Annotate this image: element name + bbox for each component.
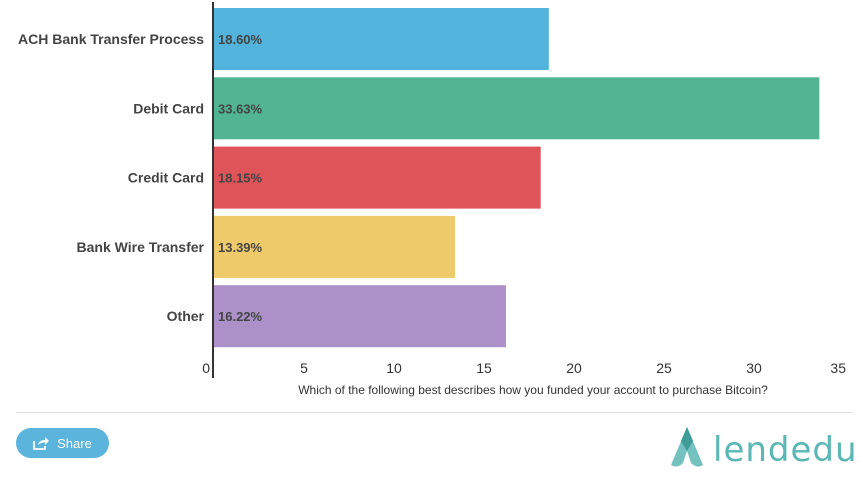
bar-4 (214, 285, 506, 348)
data-label: 13.39% (218, 240, 263, 255)
x-tick-label: 5 (300, 360, 308, 376)
category-label: Debit Card (133, 100, 204, 116)
category-label: ACH Bank Transfer Process (18, 31, 204, 47)
data-label: 18.15% (218, 171, 263, 186)
bar-3 (214, 215, 456, 278)
x-tick-label: 0 (202, 360, 210, 376)
category-label: Credit Card (128, 170, 204, 186)
logo-text: lendedu (713, 430, 858, 470)
share-label: Share (57, 435, 92, 451)
bar-0 (214, 8, 549, 70)
category-label: Bank Wire Transfer (77, 239, 205, 255)
lendedu-logo: lendedu (667, 426, 857, 474)
bar-2 (214, 146, 541, 209)
x-tick-label: 15 (476, 360, 492, 376)
footer-divider (16, 412, 852, 413)
x-tick-label: 20 (566, 360, 582, 376)
share-button[interactable]: Share (16, 428, 109, 458)
data-label: 18.60% (218, 32, 263, 47)
bar-chart: ACH Bank Transfer Process Debit Card Credi… (18, 2, 846, 397)
x-tick-label: 10 (386, 360, 402, 376)
data-labels: 18.60% 33.63% 18.15% 13.39% 16.22% (218, 32, 263, 324)
bars-group (214, 8, 820, 348)
x-tick-label: 30 (746, 360, 762, 376)
category-labels: ACH Bank Transfer Process Debit Card Credi… (18, 31, 205, 324)
x-tick-label: 35 (830, 360, 846, 376)
x-axis-title: Which of the following best describes ho… (298, 383, 768, 397)
category-label: Other (167, 308, 205, 324)
data-label: 16.22% (218, 309, 263, 324)
x-tick-label: 25 (656, 360, 672, 376)
x-axis-ticks: 0 5 10 15 20 25 30 35 (202, 360, 846, 376)
bar-1 (214, 77, 820, 140)
share-icon (33, 436, 50, 450)
lendedu-logo-icon (667, 425, 707, 476)
data-label: 33.63% (218, 101, 263, 116)
